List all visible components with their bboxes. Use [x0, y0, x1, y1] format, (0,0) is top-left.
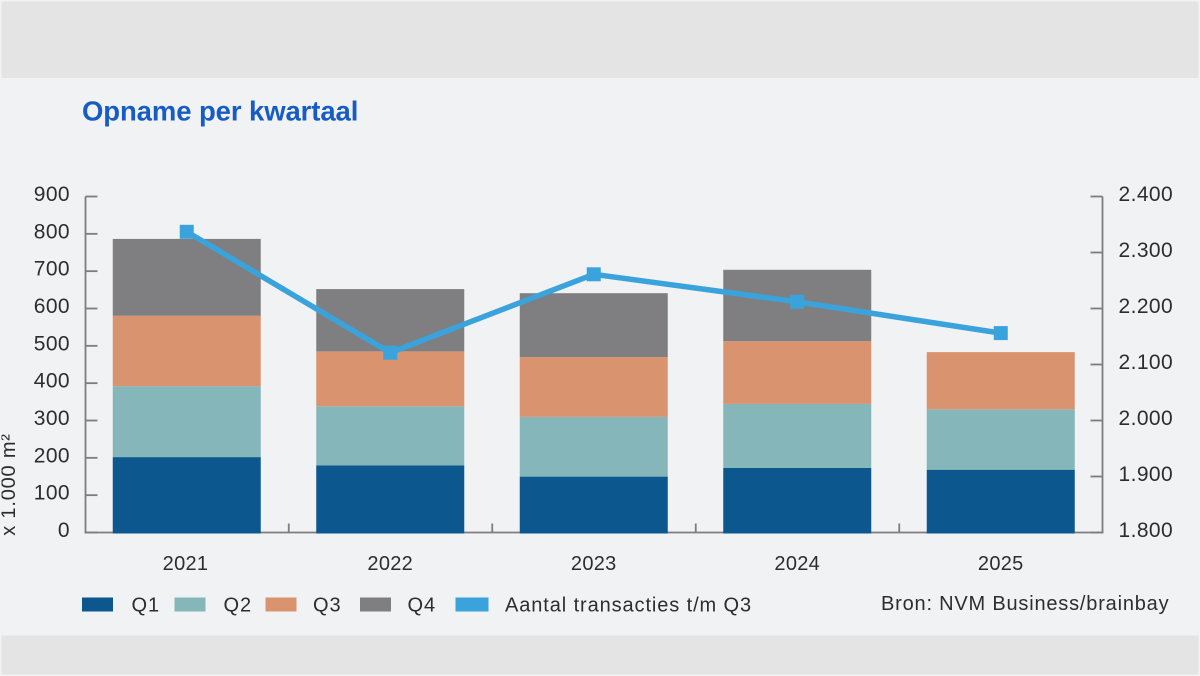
svg-text:Q3: Q3: [313, 595, 341, 617]
svg-text:Aantal transacties t/m Q3: Aantal transacties t/m Q3: [505, 595, 752, 617]
svg-text:1.800: 1.800: [1119, 519, 1174, 542]
svg-text:300: 300: [34, 407, 70, 430]
svg-text:200: 200: [34, 444, 70, 467]
svg-text:2022: 2022: [367, 553, 413, 575]
svg-text:Bron: NVM Business/brainbay: Bron: NVM Business/brainbay: [881, 593, 1169, 615]
svg-text:700: 700: [34, 258, 70, 281]
svg-text:x 1.000 m²: x 1.000 m²: [0, 433, 20, 535]
svg-text:Q1: Q1: [132, 595, 160, 617]
svg-text:Opname per kwartaal: Opname per kwartaal: [82, 96, 358, 127]
svg-text:2.300: 2.300: [1119, 239, 1174, 262]
svg-text:2.400: 2.400: [1119, 183, 1174, 206]
svg-text:2021: 2021: [163, 553, 209, 575]
svg-text:1.900: 1.900: [1119, 463, 1174, 486]
svg-text:400: 400: [34, 370, 70, 393]
svg-text:2.100: 2.100: [1119, 351, 1174, 374]
svg-text:2025: 2025: [978, 553, 1024, 575]
svg-text:2.200: 2.200: [1119, 295, 1174, 318]
svg-text:2.000: 2.000: [1119, 407, 1174, 430]
svg-text:0: 0: [58, 519, 70, 542]
svg-text:2023: 2023: [571, 553, 617, 575]
svg-text:600: 600: [34, 295, 70, 318]
svg-text:Q2: Q2: [224, 595, 252, 617]
svg-text:800: 800: [34, 220, 70, 243]
svg-text:500: 500: [34, 332, 70, 355]
svg-text:100: 100: [34, 482, 70, 505]
svg-text:Q4: Q4: [408, 595, 436, 617]
svg-text:2024: 2024: [774, 553, 820, 575]
svg-text:900: 900: [34, 183, 70, 206]
